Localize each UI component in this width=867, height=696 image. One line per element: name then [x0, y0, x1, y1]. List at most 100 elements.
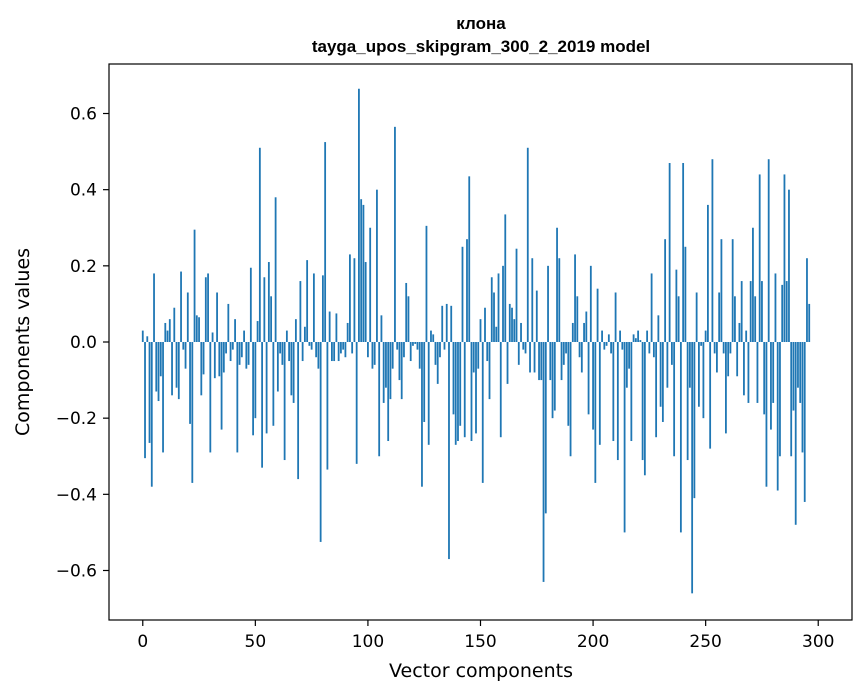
bar — [628, 342, 630, 369]
bar — [326, 342, 329, 470]
bar — [274, 197, 277, 342]
bar — [526, 147, 529, 342]
bar — [162, 342, 164, 453]
bar — [209, 342, 212, 453]
bar — [315, 342, 318, 358]
bar — [441, 305, 444, 342]
bar — [481, 342, 484, 483]
bar — [159, 342, 162, 377]
bar — [603, 342, 606, 350]
plot-frame — [108, 63, 853, 621]
bar — [231, 342, 234, 350]
bar — [801, 342, 804, 453]
bar — [463, 342, 466, 438]
bar — [763, 342, 766, 415]
bar — [625, 342, 628, 388]
bar — [229, 342, 232, 362]
bar — [702, 342, 705, 419]
bar — [177, 342, 180, 400]
bar — [538, 342, 540, 381]
x-axis-label: Vector components — [389, 660, 573, 682]
bar — [319, 342, 322, 542]
bar — [299, 281, 302, 342]
bar — [261, 342, 263, 468]
bar — [670, 342, 673, 365]
bar — [677, 296, 680, 342]
bar — [709, 342, 712, 449]
bar — [673, 342, 676, 457]
bar — [752, 227, 754, 342]
bar — [722, 342, 725, 354]
bar — [342, 342, 345, 350]
bar — [310, 342, 313, 350]
bar — [301, 342, 304, 362]
bar — [592, 342, 594, 430]
bar — [166, 330, 169, 342]
x-tick-label: 100 — [352, 632, 384, 652]
bar — [499, 342, 502, 438]
bar — [195, 315, 198, 342]
bar — [517, 342, 520, 365]
bar — [475, 342, 477, 434]
bar — [267, 262, 270, 342]
bar — [477, 342, 480, 369]
bar — [263, 277, 266, 342]
bar — [504, 214, 507, 342]
bar — [529, 342, 531, 373]
bar — [774, 273, 777, 342]
bar — [693, 342, 696, 499]
chart-subtitle: tayga_upos_skipgram_300_2_2019 model — [312, 37, 650, 56]
bar — [479, 319, 482, 342]
bar — [328, 311, 331, 342]
bar — [459, 342, 462, 426]
x-tick-label: 300 — [802, 632, 834, 652]
bar — [571, 322, 574, 342]
bar — [718, 292, 721, 342]
bar — [236, 342, 239, 453]
bar — [193, 229, 196, 342]
bar — [790, 342, 793, 457]
bar — [400, 342, 403, 400]
bar — [148, 342, 151, 443]
bar — [265, 342, 268, 434]
bar — [466, 239, 468, 342]
bar — [331, 342, 333, 362]
bar — [164, 322, 167, 342]
bar — [211, 332, 214, 342]
bar — [596, 288, 599, 342]
bar — [614, 292, 617, 342]
bar — [272, 342, 275, 426]
bar — [394, 126, 396, 342]
bar — [427, 342, 430, 445]
bar — [808, 303, 811, 342]
x-tick-label: 200 — [577, 632, 609, 652]
bar — [445, 303, 448, 342]
bar — [153, 273, 155, 342]
bar — [747, 342, 750, 403]
bar — [792, 342, 795, 411]
bar — [646, 330, 649, 342]
bar — [562, 342, 565, 365]
bar — [335, 313, 338, 342]
bar — [679, 342, 682, 533]
bar — [245, 342, 248, 369]
bar — [238, 342, 241, 365]
bar — [321, 275, 324, 342]
bar — [675, 269, 678, 342]
bar — [436, 342, 439, 384]
bar — [761, 281, 763, 342]
y-tick-label: −0.4 — [56, 485, 97, 505]
bar — [731, 239, 734, 342]
bar — [770, 342, 772, 430]
bar — [216, 292, 218, 342]
bar — [533, 342, 536, 373]
bar — [317, 342, 320, 369]
bar — [258, 147, 261, 342]
bar — [468, 176, 471, 342]
bar — [621, 342, 624, 350]
bar — [522, 342, 525, 350]
bar — [497, 273, 500, 342]
bar — [508, 303, 511, 342]
bar — [369, 227, 372, 342]
bar — [657, 315, 660, 342]
